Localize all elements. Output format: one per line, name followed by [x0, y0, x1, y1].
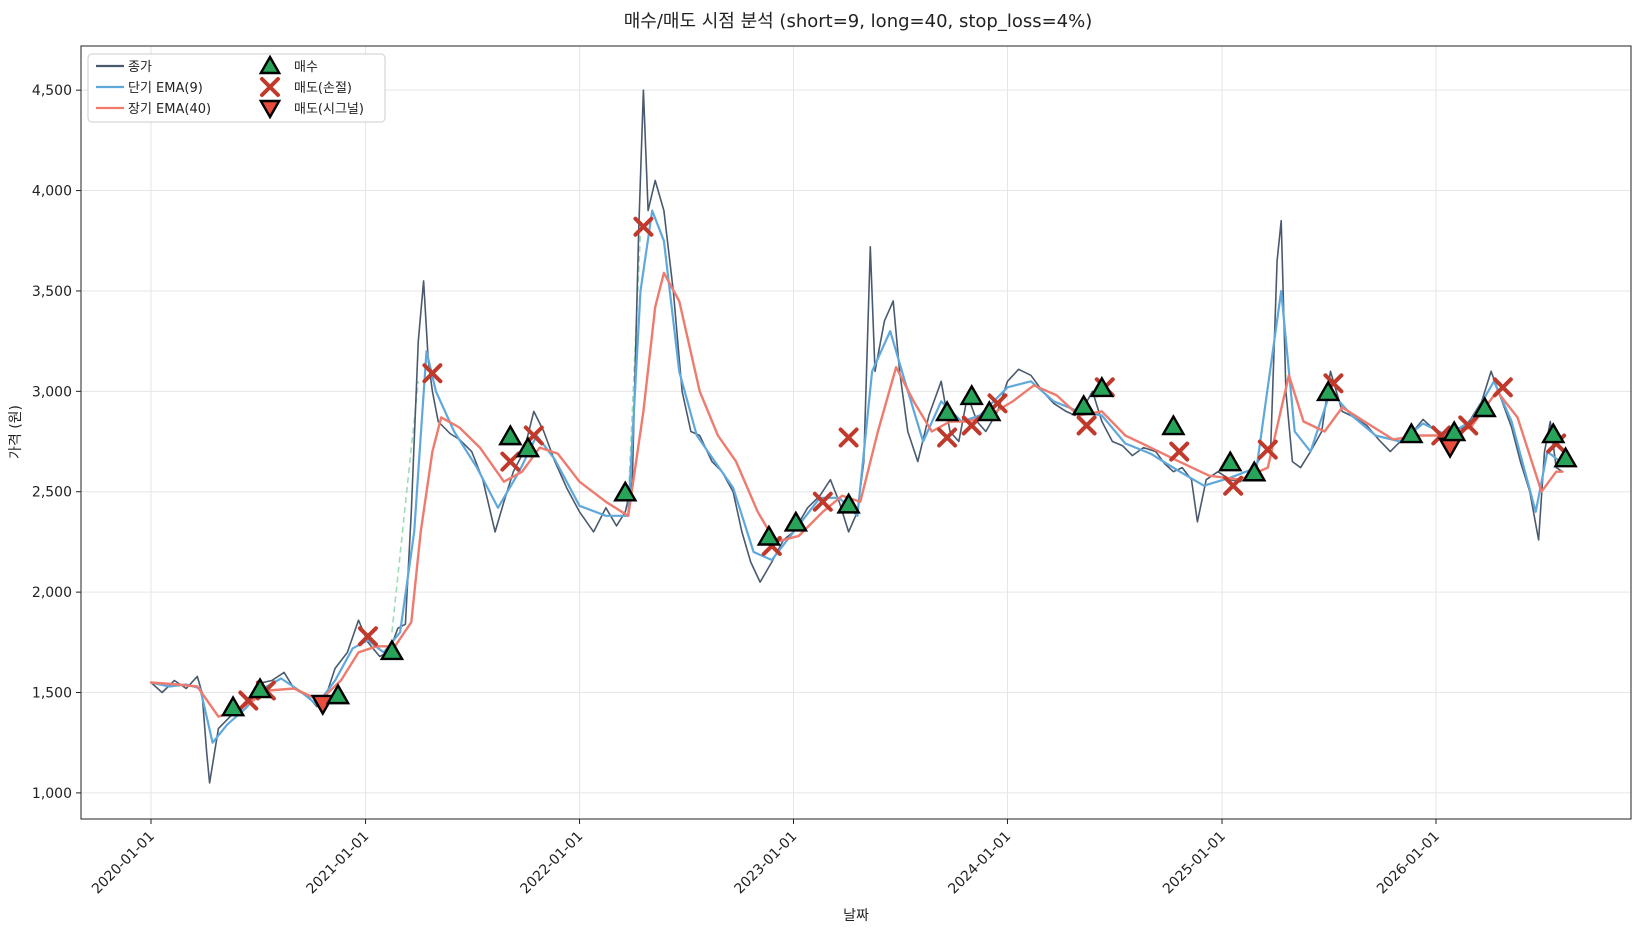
legend-label: 매도(손절) — [294, 81, 352, 96]
buy-marker — [1071, 393, 1096, 416]
legend-label: 종가 — [128, 60, 152, 75]
sell-stop-marker — [633, 216, 654, 237]
buy-marker — [1541, 422, 1566, 444]
gap-line — [391, 381, 420, 633]
legend-sell-signal-swatch — [258, 99, 282, 120]
buy-marker — [1161, 414, 1186, 436]
legend-box — [87, 53, 386, 123]
ema-long-line — [149, 271, 1564, 718]
sell-stop-marker — [1076, 415, 1097, 436]
buy-marker — [220, 695, 246, 717]
gap-line — [627, 230, 642, 502]
y-tick-label: 1,000 — [32, 786, 72, 802]
legend-buy-swatch — [258, 54, 282, 75]
buy-marker — [977, 400, 1002, 422]
sell-stop-marker — [500, 451, 521, 472]
ema-short-line — [149, 209, 1564, 744]
legend-label: 매수 — [294, 60, 318, 75]
sell-stop-marker — [422, 363, 443, 384]
buy-marker — [1399, 422, 1424, 444]
grid — [81, 46, 1631, 819]
legend-sell-stop-swatch — [260, 77, 280, 97]
buy-marker — [498, 424, 523, 446]
x-axis-title: 날짜 — [843, 908, 869, 924]
buy-marker — [1089, 375, 1115, 398]
buy-marker — [959, 383, 984, 406]
buy-marker — [1553, 446, 1578, 468]
sell-stop-marker — [1169, 441, 1190, 462]
buy-marker — [379, 638, 405, 661]
buy-marker — [1441, 420, 1467, 442]
buy-marker — [1218, 450, 1243, 472]
chart-title: 매수/매도 시점 분석 (short=9, long=40, stop_loss… — [624, 11, 1093, 32]
buy-marker — [1315, 379, 1341, 402]
buy-marker — [515, 436, 541, 458]
buy-marker — [756, 524, 782, 546]
y-tick-label: 2,000 — [32, 585, 72, 601]
plot-area — [149, 89, 1578, 784]
y-tick-label: 4,000 — [32, 184, 72, 200]
y-tick-label: 4,500 — [32, 83, 72, 99]
y-tick-label: 3,500 — [32, 284, 72, 300]
gap-lines — [391, 230, 642, 633]
sell-stop-marker — [1458, 415, 1479, 436]
sell-stop-marker — [812, 491, 833, 512]
y-axis-title: 가격 (원) — [8, 405, 24, 459]
y-axis: 1,000 1,500 2,000 2,500 3,000 3,500 4,000 4,500 — [32, 83, 81, 802]
buy-marker — [1242, 460, 1267, 482]
buy-marker — [836, 492, 861, 514]
buy-marker — [613, 480, 638, 502]
buy-marker — [325, 683, 351, 705]
plot-frame — [80, 45, 1632, 820]
sell-stop-marker — [937, 427, 958, 448]
legend-label: 장기 EMA(40) — [128, 102, 211, 117]
y-tick-label: 3,000 — [32, 384, 72, 400]
legend-label: 매도(시그널) — [294, 102, 364, 117]
sell-stop-marker — [1257, 439, 1278, 460]
buy-marker — [1472, 396, 1497, 418]
legend-label: 단기 EMA(9) — [128, 81, 203, 96]
sell-signal-marker — [310, 694, 335, 716]
buy-marker — [934, 400, 960, 422]
y-tick-label: 2,500 — [32, 485, 72, 501]
sell-stop-marker — [1223, 475, 1244, 496]
sell-stop-marker — [357, 626, 378, 647]
sell-stop-marker — [838, 427, 859, 448]
sell-stop-marker — [1492, 377, 1513, 398]
y-tick-label: 1,500 — [32, 686, 72, 702]
trade-markers — [220, 216, 1578, 717]
buy-marker — [783, 510, 809, 532]
sell-stop-marker — [961, 415, 982, 436]
buy-marker — [247, 677, 273, 699]
